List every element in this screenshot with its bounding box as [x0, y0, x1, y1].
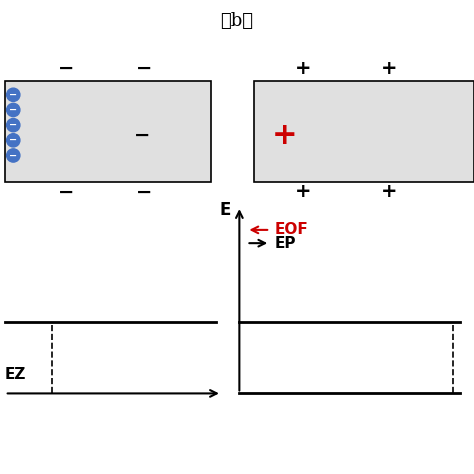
Text: +: + — [381, 182, 397, 201]
Text: −: − — [58, 182, 74, 201]
Text: −: − — [9, 90, 18, 100]
Text: −: − — [9, 120, 18, 130]
Text: −: − — [9, 150, 18, 161]
Text: +: + — [272, 120, 297, 150]
Circle shape — [7, 149, 20, 162]
Circle shape — [7, 88, 20, 101]
Circle shape — [7, 103, 20, 117]
Bar — [254, 81, 474, 182]
Text: −: − — [9, 105, 18, 115]
Text: EZ: EZ — [5, 367, 26, 382]
Circle shape — [7, 118, 20, 132]
Bar — [5, 81, 211, 182]
Text: EP: EP — [275, 236, 296, 251]
Text: E: E — [220, 201, 231, 219]
Text: −: − — [137, 59, 153, 78]
Text: （b）: （b） — [220, 12, 254, 30]
Text: EOF: EOF — [275, 222, 309, 237]
Text: +: + — [295, 59, 311, 78]
Text: +: + — [295, 182, 311, 201]
Text: −: − — [134, 126, 150, 145]
Text: +: + — [381, 59, 397, 78]
Circle shape — [7, 134, 20, 147]
Text: −: − — [137, 182, 153, 201]
Text: −: − — [9, 135, 18, 146]
Text: −: − — [58, 59, 74, 78]
